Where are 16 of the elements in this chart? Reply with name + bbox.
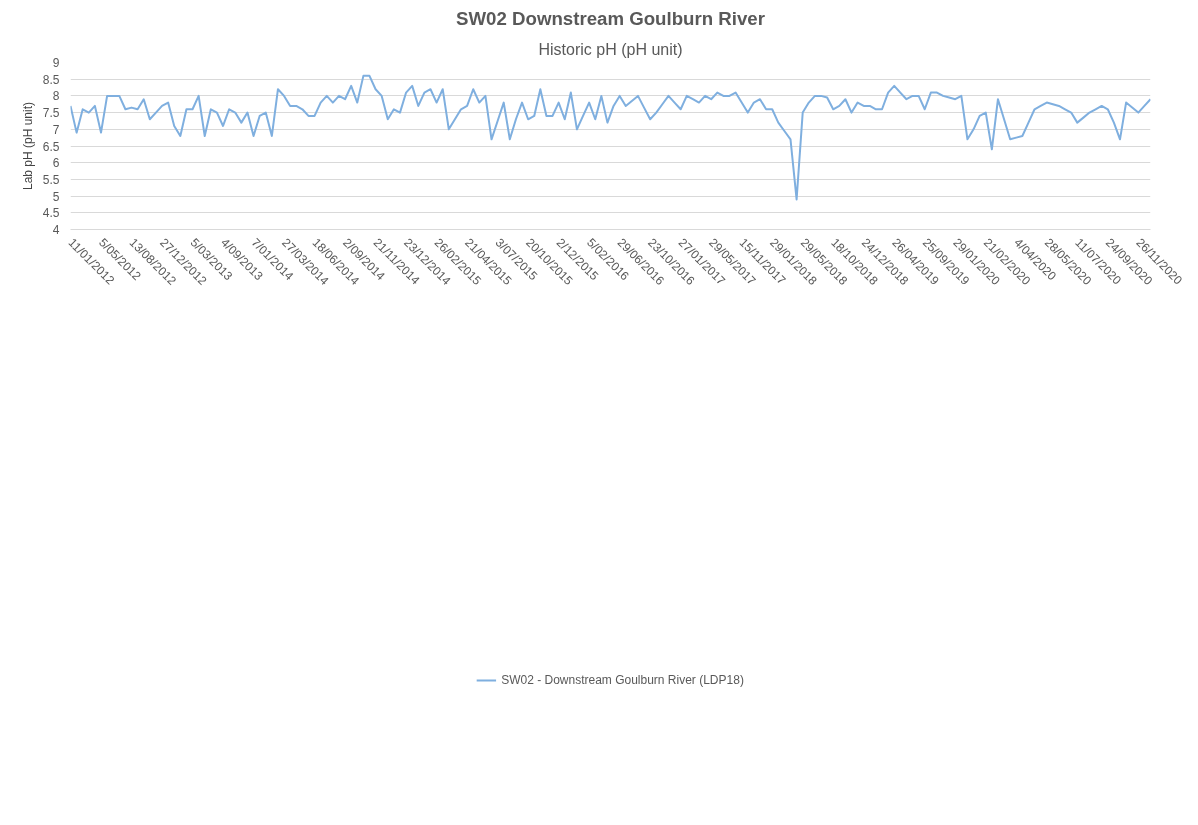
y-tick-label: 6.5 [42,139,60,154]
y-tick-label: 6 [52,156,60,171]
y-tick-label: 5 [52,189,60,204]
y-tick-label: 9 [52,56,60,70]
y-axis-title: Lab pH (pH unit) [20,101,35,191]
chart-title: SW02 Downstream Goulburn River [456,7,765,29]
legend-label: SW02 - Downstream Goulburn River (LDP18) [501,673,744,687]
y-tick-label: 4 [52,223,60,237]
y-tick-label: 8.5 [42,72,60,87]
y-tick-label: 5.5 [42,172,60,187]
y-tick-label: 7 [52,122,60,137]
y-tick-label: 8 [52,89,60,104]
y-tick-label: 7.5 [42,106,60,121]
line-series [70,74,1151,201]
chart-subtitle: Historic pH (pH unit) [538,40,683,58]
y-tick-label: 4.5 [42,206,60,221]
